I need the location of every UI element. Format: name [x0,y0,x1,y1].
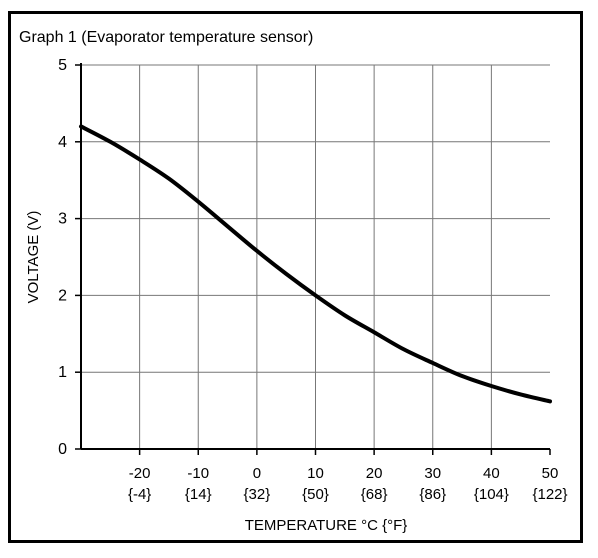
x-tick-label-f-7: {122} [532,486,567,503]
series [79,124,552,404]
x-tick-label-c-2: 0 [253,465,261,482]
x-tick-label-c-3: 10 [307,465,324,482]
chart-title: Graph 1 (Evaporator temperature sensor) [19,29,313,46]
chart-frame [8,11,583,543]
x-tick-label-c-5: 30 [424,465,441,482]
x-tick-label-f-0: {-4} [128,486,151,503]
tick-labels: 0 1 2 3 4 5 -20 {-4} -10 {14} 0 {32} 10 {50} 20 {68} 30 {… [58,57,567,503]
series-line-0 [79,124,552,404]
y-tick-label-1: 1 [58,364,67,381]
y-tick-label-0: 0 [58,441,67,458]
y-tick-label-5: 5 [58,57,67,74]
grid [81,64,550,449]
x-tick-label-f-3: {50} [302,486,329,503]
x-axis-label: TEMPERATURE °C {°F} [245,517,408,534]
x-tick-label-c-1: -10 [187,465,209,482]
x-tick-label-f-1: {14} [185,486,212,503]
x-tick-label-f-4: {68} [361,486,388,503]
x-tick-label-c-0: -20 [129,465,151,482]
x-tick-label-f-6: {104} [474,486,509,503]
y-axis-label: VOLTAGE (V) [25,211,42,304]
x-tick-label-c-4: 20 [366,465,383,482]
y-tick-label-3: 3 [58,211,67,228]
y-tick-label-2: 2 [58,287,67,304]
x-tick-label-f-2: {32} [244,486,271,503]
x-tick-label-f-5: {86} [419,486,446,503]
x-tick-label-c-7: 50 [542,465,559,482]
axes [75,63,551,455]
y-tick-label-4: 4 [58,134,67,151]
x-tick-label-c-6: 40 [483,465,500,482]
